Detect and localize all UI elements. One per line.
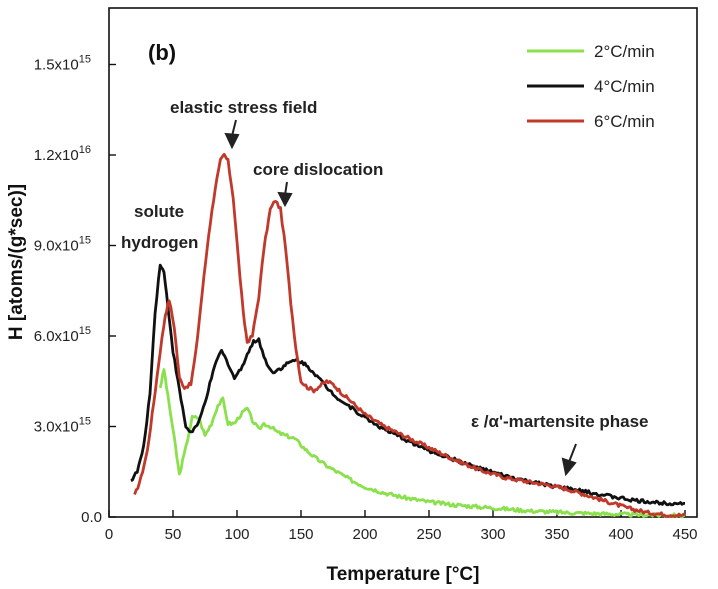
x-tick-label: 200 xyxy=(352,526,377,543)
y-tick-label: 0.0 xyxy=(81,509,102,526)
arrow-martensite-line xyxy=(568,443,577,463)
x-tick-label: 150 xyxy=(288,526,313,543)
series-line-6c-min xyxy=(133,152,686,518)
arrow-elastic-line xyxy=(231,119,237,137)
arrow-martensite-head xyxy=(561,457,577,477)
series-lines xyxy=(130,152,686,519)
annotation-arrows xyxy=(224,119,577,477)
legend-label-2c: 2°C/min xyxy=(594,42,655,61)
annotation-solute: solute xyxy=(134,202,184,221)
y-axis-title: H [atoms/(g*sec)] xyxy=(6,184,27,340)
annotation-martensite: ε /α'-martensite phase xyxy=(471,412,649,431)
annotation-elastic-stress-field: elastic stress field xyxy=(170,98,317,117)
legend-label-4c: 4°C/min xyxy=(594,77,655,96)
series-line-4c-min xyxy=(130,263,685,507)
y-tick-label: 1.2x1016 xyxy=(34,144,91,164)
x-tick-label: 50 xyxy=(165,526,182,543)
legend-label-6c: 6°C/min xyxy=(594,112,655,131)
y-tick-label: 6.0x1015 xyxy=(34,325,91,345)
series-line-2c-min xyxy=(158,368,686,519)
arrow-elastic-head xyxy=(224,132,240,150)
axis-ticks: 0 50 100 150 200 250 300 350 400 450 0.0 3.0x1015 6.… xyxy=(34,54,698,544)
annotation-core-dislocation: core dislocation xyxy=(253,160,383,179)
y-tick-label: 1.5x1015 xyxy=(34,54,91,74)
x-axis-title: Temperature [°C] xyxy=(327,564,480,585)
x-tick-label: 350 xyxy=(544,526,569,543)
x-tick-label: 250 xyxy=(416,526,441,543)
arrow-core-head xyxy=(277,191,293,208)
legend: 2°C/min 4°C/min 6°C/min xyxy=(527,42,655,131)
x-tick-label: 0 xyxy=(105,526,113,543)
x-tick-label: 100 xyxy=(224,526,249,543)
x-tick-label: 450 xyxy=(672,526,697,543)
y-tick-label: 9.0x1015 xyxy=(34,235,91,255)
plot-frame xyxy=(108,7,698,518)
x-tick-label: 400 xyxy=(608,526,633,543)
panel-label: (b) xyxy=(148,40,176,65)
y-tick-label: 3.0x1015 xyxy=(34,416,91,436)
x-tick-label: 300 xyxy=(480,526,505,543)
annotation-hydrogen: hydrogen xyxy=(121,233,198,252)
